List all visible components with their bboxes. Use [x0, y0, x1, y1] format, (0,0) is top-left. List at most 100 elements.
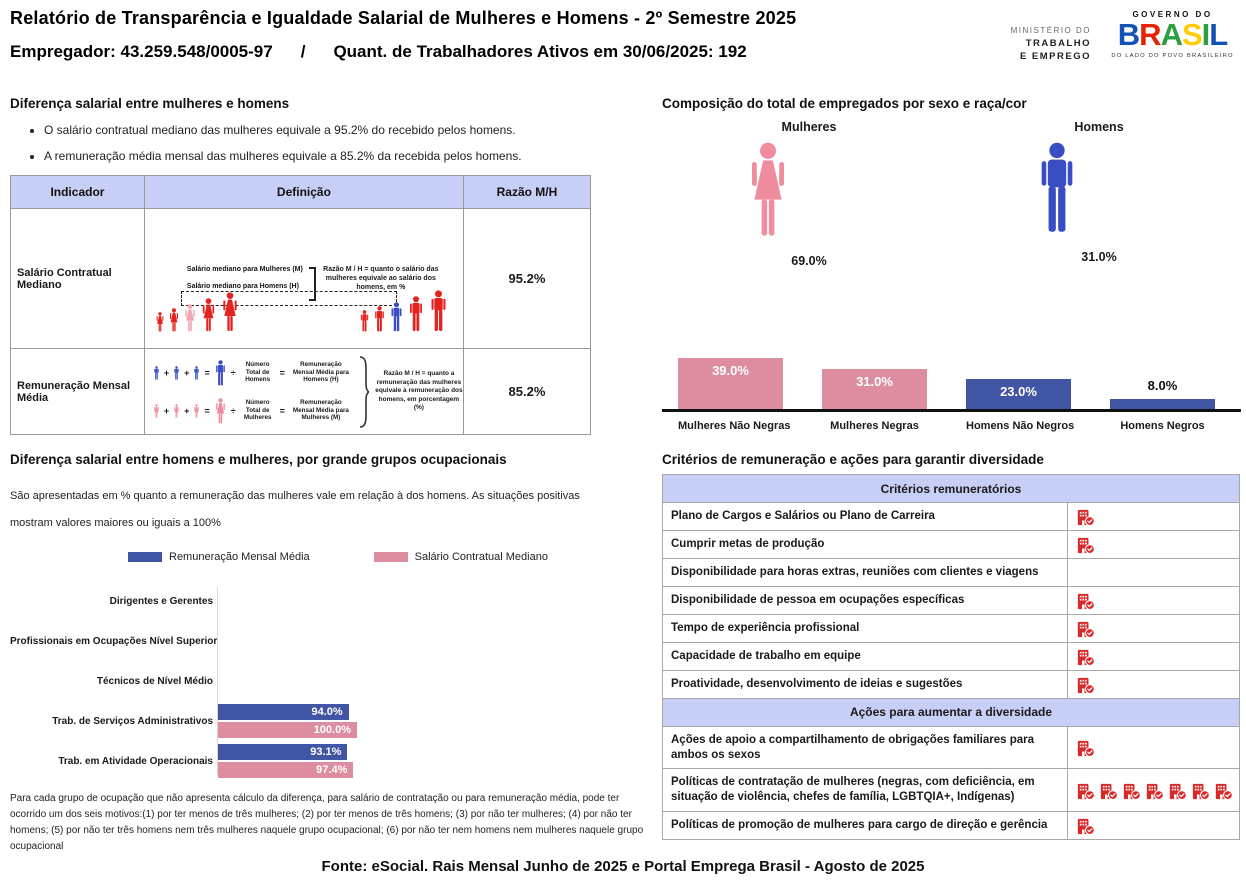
- bullet-median-salary: O salário contratual mediano das mulhere…: [44, 123, 622, 137]
- logos: MINISTÉRIO DO TRABALHO E EMPREGO GOVERNO…: [1011, 10, 1240, 63]
- header-definicao: Definição: [143, 175, 464, 209]
- employer-separator: /: [300, 42, 306, 61]
- building-check-icon: [1168, 783, 1187, 800]
- criteria-row-label: Cumprir metas de produção: [661, 529, 1069, 559]
- legend-swatch-pink: [373, 552, 408, 562]
- criteria-row: Plano de Cargos e Salários ou Plano de C…: [661, 502, 1240, 531]
- report-header: Relatório de Transparência e Igualdade S…: [10, 8, 990, 62]
- ministry-logo: MINISTÉRIO DO TRABALHO E EMPREGO: [1011, 24, 1091, 63]
- bar-value-label: 39.0%: [712, 363, 749, 379]
- criteria-title: Critérios de remuneração e ações para ga…: [662, 452, 1044, 467]
- bar-value-label: 97.4%: [316, 764, 348, 776]
- woman-icon: [168, 308, 180, 332]
- median-dashed-box: [180, 291, 397, 306]
- ministry-line2: TRABALHO: [1025, 38, 1091, 49]
- salary-gap-table: Indicador Definição Razão M/H Salário Co…: [10, 175, 592, 435]
- bar-salario-mediano: 97.4%: [218, 762, 354, 778]
- brasil-letter: A: [1160, 17, 1183, 52]
- logo-tagline: DO LADO DO POVO BRASILEIRO: [1111, 53, 1234, 59]
- plus-sign: +: [184, 405, 190, 416]
- occ-group-label: Trab. de Serviços Administrativos: [52, 715, 213, 727]
- occ-group-row: Profissionais em Ocupações Nível Superio…: [10, 621, 658, 661]
- building-check-icon: [1214, 783, 1233, 800]
- x-label: Homens Negros: [1120, 420, 1205, 432]
- chart-legend: Remuneração Mensal Média Salário Contrat…: [128, 551, 658, 563]
- man-icon: [153, 366, 160, 380]
- building-check-icon: [1076, 593, 1095, 610]
- criteria-row: Políticas de promoção de mulheres para c…: [661, 811, 1240, 841]
- criteria-row: Tempo de experiência profissional: [661, 613, 1240, 643]
- criteria-section-header: Critérios remuneratórios: [662, 474, 1240, 503]
- male-figure-block: Homens 31.0%: [1034, 120, 1164, 264]
- women-result-label: Remuneração Mensal Média para Mulheres (…: [292, 399, 349, 422]
- occ-group-row: Trab. de Serviços Administrativos 94.0% …: [10, 701, 658, 741]
- criteria-section-header: Ações para aumentar a diversidade: [662, 697, 1240, 727]
- salary-gap-title: Diferença salarial entre mulheres e home…: [10, 96, 290, 111]
- brasil-wordmark: BRASIL: [1105, 19, 1240, 51]
- bullet-average-salary: A remuneração média mensal das mulheres …: [44, 149, 622, 163]
- ratio-salario-mediano: 95.2%: [462, 208, 592, 349]
- median-women-line: Salário mediano para Mulheres (M): [186, 266, 303, 273]
- men-result-label: Remuneração Mensal Média para Homens (H): [292, 361, 349, 384]
- legend-salario-mediano: Salário Contratual Mediano: [373, 551, 548, 563]
- criteria-row: Políticas de contratação de mulheres (ne…: [661, 768, 1240, 813]
- median-ratio-note: Razão M / H = quanto o salário das mulhe…: [323, 266, 439, 291]
- people-illustration: [155, 290, 449, 332]
- women-group: [155, 292, 240, 332]
- definition-salario-mediano: Salário mediano para Mulheres (M) Salári…: [143, 208, 464, 349]
- bar-homens-nao-negros: 23.0%: [966, 379, 1071, 409]
- female-figure-icon: [744, 142, 792, 238]
- man-icon-highlighted: [389, 302, 404, 332]
- woman-icon: [200, 298, 217, 332]
- bar-value-label: 94.0%: [311, 706, 343, 718]
- divide-sign: ÷: [230, 405, 236, 416]
- bar-homens-negros: 8.0%: [1110, 378, 1215, 409]
- bar-value-label: 8.0%: [1147, 377, 1178, 393]
- plus-sign: +: [163, 367, 170, 378]
- employer-id: Empregador: 43.259.548/0005-97: [10, 42, 273, 61]
- indicator-salario-mediano: Salário Contratual Mediano: [10, 208, 145, 349]
- average-ratio-note: Razão M / H = quanto a remuneração das m…: [375, 370, 463, 412]
- median-men-line: Salário mediano para Homens (H): [186, 283, 299, 290]
- bar-value-label: 31.0%: [856, 373, 893, 389]
- criteria-row-label: Plano de Cargos e Salários ou Plano de C…: [661, 502, 1069, 531]
- governo-do-label: GOVERNO DO: [1132, 10, 1213, 19]
- woman-icon: [155, 312, 165, 332]
- section-composition: Composição do total de empregados por se…: [662, 96, 1242, 432]
- occ-group-label: Profissionais em Ocupações Nível Superio…: [10, 635, 218, 647]
- occ-group-label: Dirigentes e Gerentes: [109, 595, 213, 607]
- building-check-icon: [1122, 783, 1141, 800]
- criteria-header-label: Critérios remuneratórios: [662, 474, 1240, 503]
- building-check-icon: [1076, 537, 1095, 554]
- curly-brace: [359, 355, 369, 428]
- building-check-icon: [1076, 649, 1095, 666]
- report-title: Relatório de Transparência e Igualdade S…: [10, 8, 797, 28]
- female-figure-block: Mulheres 69.0%: [744, 120, 874, 268]
- criteria-row: Disponibilidade de pessoa em ocupações e…: [661, 585, 1240, 615]
- plus-sign: +: [163, 405, 170, 416]
- criteria-row: Ações de apoio a compartilhamento de obr…: [661, 725, 1240, 770]
- composition-bar-chart: 39.0% 31.0% 23.0% 8.0%: [662, 276, 1241, 412]
- composition-x-labels: Mulheres Não Negras Mulheres Negras Home…: [678, 420, 1215, 432]
- equals-sign: =: [204, 405, 210, 416]
- divide-sign: ÷: [230, 367, 236, 378]
- woman-icon: [220, 292, 240, 332]
- occupational-footnote: Para cada grupo de ocupação que não apre…: [10, 793, 644, 852]
- building-check-icon: [1076, 783, 1095, 800]
- header-razao-mh: Razão M/H: [462, 175, 592, 209]
- men-group: [359, 290, 449, 332]
- bar-mulheres-nao-negras: 39.0%: [678, 358, 783, 409]
- building-check-icon: [1145, 783, 1164, 800]
- section-occupational: Diferença salarial entre homens e mulher…: [10, 452, 658, 855]
- men-divisor-label: Número Total de Homens: [245, 361, 271, 384]
- occ-group-row: Técnicos de Nível Médio: [10, 661, 658, 701]
- occ-group-label: Técnicos de Nível Médio: [96, 675, 213, 687]
- brasil-letter: I: [1201, 17, 1211, 52]
- brasil-letter: L: [1209, 17, 1228, 52]
- header-indicador: Indicador: [10, 175, 145, 209]
- criteria-row: Capacidade de trabalho em equipe: [661, 641, 1240, 671]
- definition-remuneracao-media: + + = ÷ Número Total de Homens = Remuner…: [143, 348, 464, 435]
- building-check-icon: [1191, 783, 1210, 800]
- brasil-letter: S: [1181, 17, 1203, 52]
- woman-icon: [193, 404, 200, 418]
